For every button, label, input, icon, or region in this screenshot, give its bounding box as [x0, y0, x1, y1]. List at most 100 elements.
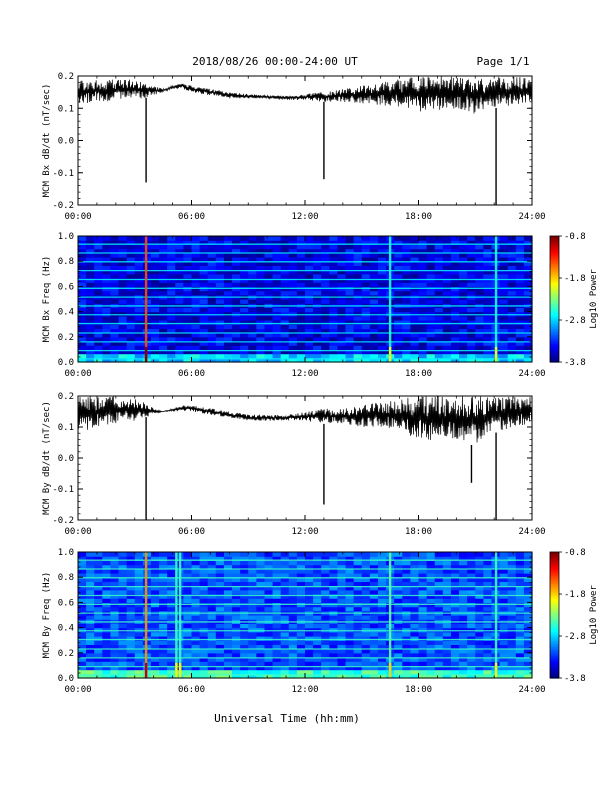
spectrogram-cell	[361, 552, 371, 557]
spectrogram-cell	[450, 345, 460, 350]
spectrogram-cell	[199, 573, 209, 578]
spectrogram-cell	[313, 573, 322, 578]
spectrogram-cell	[167, 307, 176, 313]
spectrogram-cell	[345, 261, 355, 266]
spectrogram-cell	[353, 665, 363, 671]
spectrogram-cell	[102, 623, 112, 629]
spectrogram-cell	[78, 606, 87, 612]
spectrogram-cell	[159, 594, 168, 599]
spectrogram-cell	[215, 278, 225, 283]
spectrogram-cell	[313, 349, 322, 355]
spectrogram-cell	[402, 345, 411, 350]
spectrogram-cell	[78, 552, 87, 557]
spectrogram-cell	[475, 282, 484, 287]
spectrogram-cell	[264, 353, 274, 359]
spectrogram-cell	[313, 623, 322, 629]
spectrogram-cell	[475, 564, 484, 570]
spectrogram-cell	[402, 248, 411, 254]
spectrogram-cell	[110, 560, 120, 566]
spectrogram-cell	[434, 328, 444, 334]
spectrogram-cell	[150, 345, 160, 350]
spectrogram-cell	[329, 560, 339, 566]
spectrogram-cell	[232, 594, 241, 599]
colorbar-swatch	[550, 305, 559, 308]
spectrogram-cell	[199, 636, 209, 641]
spectrogram-cell	[523, 648, 533, 654]
spectrogram-cell	[345, 269, 355, 275]
spectrogram-cell	[475, 290, 484, 296]
spectrogram-cell	[264, 594, 274, 599]
spectrogram-cell	[321, 661, 330, 666]
y-tick-label: 0.0	[58, 137, 74, 147]
spectrogram-cell	[126, 665, 136, 671]
spectrogram-cell	[256, 606, 266, 612]
spectrogram-cell	[118, 320, 128, 325]
spectrogram-cell	[475, 311, 484, 317]
spectrogram-cell	[369, 265, 379, 271]
spectrogram-cell	[264, 673, 274, 679]
spectrogram-cell	[459, 598, 468, 603]
spectrogram-cell	[345, 640, 355, 645]
spectrogram-cell	[191, 665, 201, 671]
spectrogram-cell	[426, 640, 436, 645]
spectrogram-cell	[232, 581, 241, 587]
spectrogram-cell	[159, 652, 168, 658]
spectrogram-cell	[507, 669, 517, 675]
spectrogram-cell	[183, 307, 193, 313]
spectrogram-cell	[223, 257, 233, 262]
spectrogram-cell	[264, 631, 274, 637]
colorbar-swatch	[550, 600, 559, 603]
spectrogram-cell	[483, 564, 493, 570]
spectrogram-cell	[272, 328, 282, 334]
spectrogram-cell	[240, 299, 249, 304]
y-tick-label: 0.2	[58, 333, 74, 343]
spectrogram-cell	[418, 248, 428, 254]
spectrogram-cell	[86, 332, 95, 338]
spectrogram-cell	[272, 564, 282, 570]
spectrogram-cell	[94, 353, 103, 359]
spectrogram-cell	[110, 345, 120, 350]
spectrogram-cell	[402, 568, 411, 574]
spectrogram-cell	[410, 236, 420, 241]
spectrogram-cell	[329, 240, 339, 245]
spectrogram-cell	[159, 332, 168, 338]
spectrogram-cell	[394, 552, 403, 557]
spectrogram-cell	[523, 269, 533, 275]
spectrogram-cell	[167, 336, 176, 342]
spectrogram-cell	[159, 273, 168, 279]
spectrogram-cell	[377, 573, 387, 578]
spectrogram-cell	[150, 261, 160, 266]
spectrogram-cell	[159, 236, 168, 241]
spectrogram-cell	[442, 615, 452, 620]
spectrogram-cell	[467, 299, 476, 304]
spectrogram-cell	[523, 332, 533, 338]
spectrogram-cell	[434, 552, 444, 557]
spectrogram-cell	[94, 623, 103, 629]
spectrogram-cell	[402, 631, 411, 637]
spectrogram-cell	[256, 244, 266, 250]
spectrogram-cell	[232, 615, 241, 620]
spectrogram-cell	[223, 644, 233, 650]
spectrogram-cell	[361, 652, 371, 658]
spectrogram-cell	[199, 661, 209, 666]
spectrogram-cell	[369, 556, 379, 561]
spectrogram-cell	[191, 652, 201, 658]
spectrogram-cell	[321, 349, 330, 355]
spectrogram-cell	[410, 577, 420, 582]
spectrogram-cell	[175, 336, 184, 342]
spectrogram-cell	[296, 315, 306, 321]
spectrogram-cell	[507, 248, 517, 254]
spectrogram-cell	[442, 357, 452, 363]
spectrogram-cell	[394, 261, 403, 266]
spectrogram-cell	[191, 636, 201, 641]
spectrogram-cell	[313, 282, 322, 287]
spectrogram-cell	[183, 627, 193, 633]
spectrogram-cell	[507, 265, 517, 271]
spectrogram-cell	[434, 261, 444, 266]
spectrogram-cell	[523, 357, 533, 363]
spectrogram-cell	[272, 585, 282, 591]
spectrogram-cell	[296, 328, 306, 334]
spectrogram-cell	[507, 311, 517, 317]
spectrogram-cell	[321, 606, 330, 612]
spectrogram-cell	[345, 299, 355, 304]
